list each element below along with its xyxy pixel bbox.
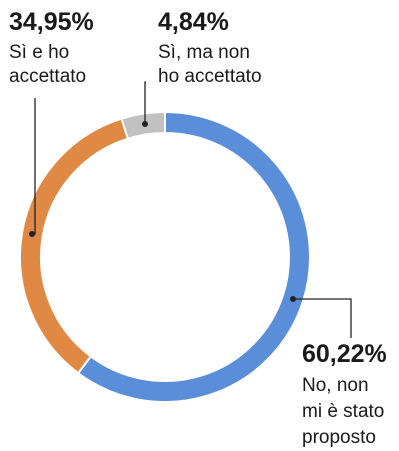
callout-dot-3 [142, 121, 148, 127]
donut-slice-2 [19, 117, 130, 375]
slice-category-label-2-line-1: Sì e ho [9, 42, 69, 63]
callout-dot-2 [29, 231, 35, 237]
slice-value-label-2: 34,95% [9, 8, 94, 36]
slice-category-label-3-line-1: Sì, ma non [158, 42, 250, 63]
slice-category-label-3-line-2: ho accettato [158, 66, 262, 87]
donut-slices [19, 110, 311, 403]
slice-category-label-1-line-1: No, non [302, 375, 369, 396]
callout-leader-3 [144, 81, 146, 124]
slice-category-label-1-line-3: proposto [302, 427, 376, 448]
callout-leader-1 [293, 298, 352, 338]
callout-dot-1 [290, 296, 296, 302]
slice-value-label-3: 4,84% [158, 8, 229, 36]
slice-category-label-2-line-2: accettato [9, 66, 86, 87]
slice-value-label-1: 60,22% [302, 340, 387, 368]
donut-slice-1 [76, 110, 311, 403]
slice-callouts: 60,22% No, non mi è stato proposto 34,95% Sì … [9, 8, 387, 448]
slice-category-label-1-line-2: mi è stato [302, 401, 384, 422]
